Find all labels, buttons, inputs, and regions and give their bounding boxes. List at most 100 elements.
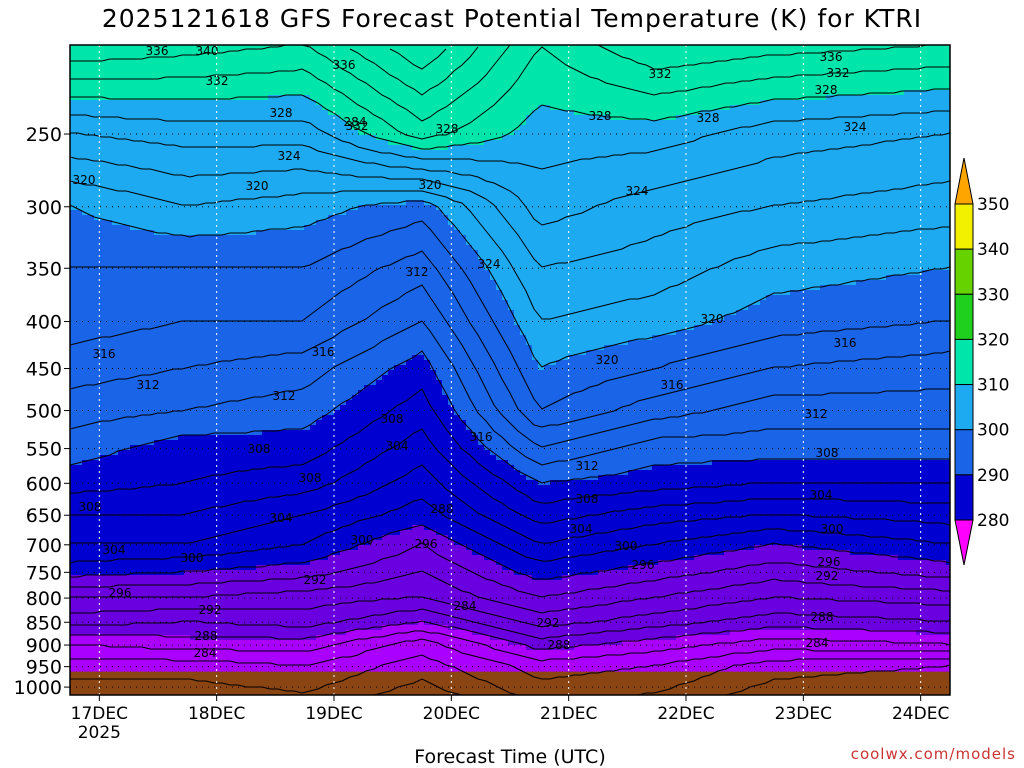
field-cell (136, 300, 143, 306)
field-cell (256, 485, 263, 491)
field-cell (226, 345, 233, 351)
field-cell (70, 240, 77, 246)
field-cell (202, 310, 209, 316)
field-cell (226, 615, 233, 621)
field-cell (178, 295, 185, 301)
field-cell (190, 565, 197, 571)
field-cell (154, 190, 161, 196)
field-cell (184, 145, 191, 151)
field-cell (244, 165, 251, 171)
field-cell (238, 655, 245, 661)
field-cell (214, 175, 221, 181)
field-cell (112, 305, 119, 311)
field-cell (292, 120, 299, 126)
field-cell (112, 380, 119, 386)
field-cell (148, 500, 155, 506)
field-cell (286, 185, 293, 191)
field-cell (160, 65, 167, 71)
field-cell (208, 190, 215, 196)
field-cell (268, 90, 275, 96)
field-cell (190, 495, 197, 501)
field-cell (142, 305, 149, 311)
field-cell (148, 560, 155, 566)
field-cell (124, 375, 131, 381)
field-cell (82, 100, 89, 106)
field-cell (172, 525, 179, 531)
field-cell (196, 105, 203, 111)
field-cell (136, 50, 143, 56)
field-cell (190, 560, 197, 566)
field-cell (238, 365, 245, 371)
field-cell (280, 555, 287, 561)
field-cell (142, 190, 149, 196)
field-cell (130, 150, 137, 156)
field-cell (256, 255, 263, 261)
field-cell (256, 50, 263, 56)
field-cell (94, 340, 101, 346)
field-cell (208, 630, 215, 636)
field-cell (208, 560, 215, 566)
field-cell (82, 615, 89, 621)
field-cell (184, 135, 191, 141)
field-cell (286, 660, 293, 666)
field-cell (238, 45, 245, 51)
field-cell (136, 265, 143, 271)
field-cell (196, 475, 203, 481)
field-cell (106, 335, 113, 341)
field-cell (136, 440, 143, 446)
field-cell (274, 210, 281, 216)
field-cell (238, 500, 245, 506)
field-cell (238, 650, 245, 656)
field-cell (280, 320, 287, 326)
field-cell (166, 50, 173, 56)
field-cell (160, 85, 167, 91)
field-cell (202, 650, 209, 656)
field-cell (274, 185, 281, 191)
field-cell (196, 415, 203, 421)
field-cell (232, 475, 239, 481)
field-cell (208, 595, 215, 601)
field-cell (130, 495, 137, 501)
field-cell (214, 555, 221, 561)
field-cell (232, 240, 239, 246)
field-cell (142, 255, 149, 261)
field-cell (100, 110, 107, 116)
field-cell (184, 200, 191, 206)
field-cell (76, 140, 83, 146)
field-cell (88, 420, 95, 426)
field-cell (82, 130, 89, 136)
field-cell (166, 395, 173, 401)
field-cell (232, 85, 239, 91)
field-cell (274, 380, 281, 386)
field-cell (238, 135, 245, 141)
field-cell (190, 465, 197, 471)
field-cell (280, 510, 287, 516)
field-cell (148, 290, 155, 296)
field-cell (280, 335, 287, 341)
field-cell (250, 610, 257, 616)
field-cell (190, 145, 197, 151)
field-cell (166, 530, 173, 536)
field-cell (118, 440, 125, 446)
field-cell (166, 120, 173, 126)
field-cell (76, 95, 83, 101)
field-cell (226, 485, 233, 491)
field-cell (106, 465, 113, 471)
field-cell (94, 350, 101, 356)
field-cell (124, 355, 131, 361)
field-cell (268, 570, 275, 576)
field-cell (124, 390, 131, 396)
field-cell (88, 305, 95, 311)
field-cell (172, 130, 179, 136)
field-cell (286, 385, 293, 391)
field-cell (100, 335, 107, 341)
field-cell (82, 285, 89, 291)
field-cell (184, 55, 191, 61)
field-cell (124, 595, 131, 601)
field-cell (136, 100, 143, 106)
field-cell (94, 295, 101, 301)
field-cell (148, 175, 155, 181)
field-cell (262, 200, 269, 206)
field-cell (250, 530, 257, 536)
field-cell (202, 405, 209, 411)
